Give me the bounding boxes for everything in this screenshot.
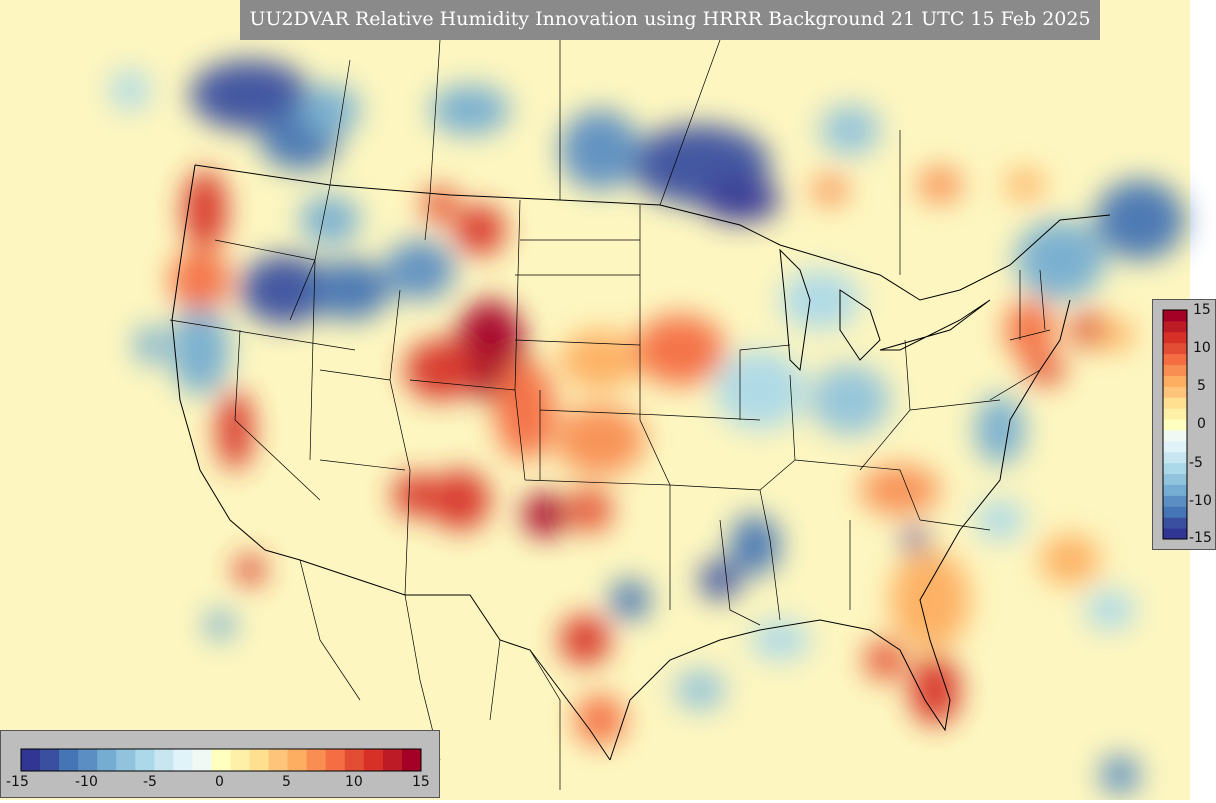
- bottom-colorbar-segment: [382, 749, 403, 771]
- bottom-colorbar-tick-neg5: -5: [143, 774, 157, 790]
- right-colorbar-segment: [1163, 419, 1187, 431]
- right-colorbar-segment: [1163, 451, 1187, 464]
- bottom-colorbar-segment: [249, 749, 270, 771]
- us-canada-border: [194, 164, 1111, 301]
- canada-province-lines: [329, 39, 901, 275]
- right-colorbar-tick-neg15: -15: [1189, 530, 1212, 546]
- bottom-colorbar-segment: [116, 749, 136, 771]
- right-colorbar-segment: [1163, 342, 1187, 355]
- bottom-colorbar-tick-15: 15: [412, 774, 430, 790]
- bottom-colorbar-segment: [344, 749, 365, 771]
- bottom-colorbar-segment: [78, 749, 98, 771]
- right-colorbar-segment: [1163, 484, 1187, 496]
- bottom-colorbar-segment: [21, 749, 41, 771]
- right-colorbar-tick-neg10: -10: [1189, 493, 1212, 509]
- gulf-coast: [609, 299, 1071, 761]
- right-colorbar-outline: [1162, 309, 1188, 540]
- bottom-colorbar-ramp: [20, 748, 422, 772]
- right-colorbar-segment: [1163, 397, 1187, 409]
- right-colorbar-tick-10: 10: [1193, 340, 1211, 356]
- mexico-state-lines: [299, 559, 561, 790]
- right-colorbar-segment: [1163, 386, 1187, 398]
- right-colorbar-segment: [1163, 495, 1187, 507]
- right-colorbar-segment: [1163, 517, 1187, 529]
- bottom-colorbar-segment: [401, 749, 422, 771]
- right-colorbar-segment: [1163, 473, 1187, 485]
- bottom-colorbar-segment: [97, 749, 117, 771]
- right-colorbar-segment: [1163, 353, 1187, 366]
- bottom-colorbar-segment: [135, 749, 155, 771]
- bottom-colorbar-outline: [20, 748, 422, 772]
- bottom-colorbar-tick-neg15: -15: [6, 774, 29, 790]
- right-colorbar-segment: [1163, 331, 1187, 344]
- bottom-colorbar-segment: [268, 749, 289, 771]
- bottom-colorbar-segment: [306, 749, 327, 771]
- right-colorbar-ramp: [1162, 309, 1188, 540]
- bottom-colorbar-segment: [154, 749, 174, 771]
- right-colorbar-tick-5: 5: [1197, 378, 1206, 394]
- right-colorbar: 15 10 5 0 -5 -10 -15: [1152, 299, 1216, 550]
- right-colorbar-segment: [1163, 462, 1187, 475]
- map-title: UU2DVAR Relative Humidity Innovation usi…: [240, 0, 1100, 40]
- great-lakes-outline: [779, 248, 991, 372]
- bottom-colorbar-tick-10: 10: [345, 774, 363, 790]
- right-colorbar-tick-neg5: -5: [1189, 455, 1203, 471]
- right-colorbar-segment: [1163, 440, 1187, 453]
- bottom-colorbar-segment: [325, 749, 346, 771]
- boundaries: [169, 39, 1111, 790]
- right-colorbar-tick-15: 15: [1193, 302, 1211, 318]
- right-colorbar-segment: [1163, 375, 1187, 387]
- right-colorbar-segment: [1163, 364, 1187, 376]
- bottom-colorbar-tick-neg10: -10: [75, 774, 98, 790]
- bottom-colorbar-segment: [230, 749, 251, 771]
- bottom-colorbar-tick-5: 5: [282, 774, 291, 790]
- bottom-colorbar-segment: [363, 749, 384, 771]
- bottom-colorbar-tick-0: 0: [215, 774, 224, 790]
- bottom-colorbar: -15 -10 -5 0 5 10 15: [0, 730, 440, 798]
- state-lines: [169, 184, 1051, 626]
- bottom-colorbar-segment: [211, 749, 232, 771]
- bottom-colorbar-segment: [192, 749, 212, 771]
- west-coast: [171, 164, 266, 551]
- bottom-colorbar-segment: [59, 749, 79, 771]
- right-colorbar-segment: [1163, 408, 1187, 420]
- right-colorbar-tick-0: 0: [1197, 416, 1206, 432]
- right-colorbar-segment: [1163, 429, 1187, 442]
- right-colorbar-segment: [1163, 310, 1187, 322]
- right-colorbar-segment: [1163, 320, 1187, 333]
- right-colorbar-segment: [1163, 506, 1187, 518]
- bottom-colorbar-segment: [173, 749, 193, 771]
- bottom-colorbar-segment: [287, 749, 308, 771]
- bottom-colorbar-segment: [40, 749, 60, 771]
- right-colorbar-segment: [1163, 528, 1187, 540]
